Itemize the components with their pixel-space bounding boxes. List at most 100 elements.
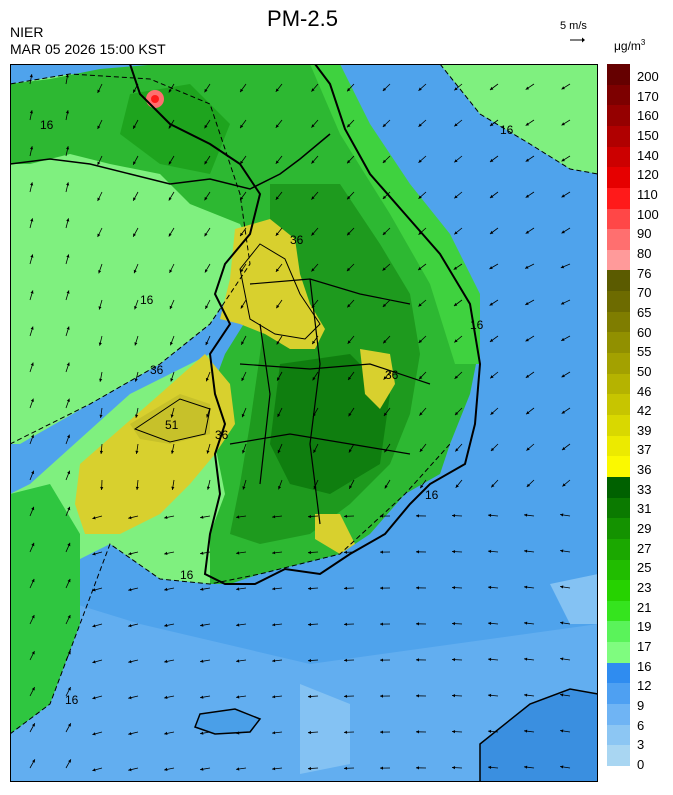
- wind-arrow-head: [489, 302, 493, 306]
- wind-arrow-head: [416, 514, 419, 518]
- wind-arrow-head: [380, 766, 383, 770]
- wind-arrow-head: [488, 513, 492, 517]
- legend-tick-label: 60: [637, 324, 652, 340]
- wind-arrow-head: [236, 731, 240, 735]
- wind-arrow-head: [380, 658, 383, 662]
- wind-arrow-head: [66, 146, 70, 150]
- wind-arrow-head: [524, 729, 528, 733]
- wind-arrow-head: [164, 551, 168, 555]
- north-dark-area: [120, 84, 230, 174]
- legend-swatch: [607, 311, 630, 333]
- wind-arrow-head: [240, 305, 244, 309]
- wind-arrow-head: [272, 515, 276, 519]
- wind-arrow-head: [344, 550, 348, 554]
- wind-arrow-head: [98, 270, 102, 274]
- wind-arrow-head: [236, 659, 240, 663]
- hotspot-north-red-core: [151, 95, 159, 103]
- wind-arrow-head: [489, 266, 493, 269]
- wind-arrow-head: [206, 486, 210, 490]
- wind-arrow-head: [344, 730, 348, 734]
- wind-arrow-head: [490, 411, 494, 415]
- wind-arrow-head: [488, 765, 492, 769]
- wind-arrow-head: [204, 160, 208, 165]
- wind-arrow-head: [455, 411, 459, 416]
- wind-reference-arrow-icon: [570, 37, 585, 43]
- wind-arrow-head: [560, 265, 565, 269]
- wind-arrow-head: [418, 195, 422, 199]
- legend-swatch: [607, 415, 630, 437]
- wind-arrow-head: [200, 659, 204, 663]
- korea-coastline: [129, 64, 482, 585]
- legend-tick-label: 3: [637, 737, 645, 753]
- wind-arrow-head: [135, 414, 139, 418]
- wind-arrow-head: [420, 484, 424, 489]
- wind-arrows: [29, 74, 571, 772]
- wind-arrow-head: [168, 161, 172, 165]
- wind-arrow-head: [164, 515, 168, 519]
- wind-arrow-head: [311, 88, 315, 92]
- wind-arrow-head: [490, 194, 494, 198]
- legend-tick-label: 33: [637, 481, 652, 497]
- wind-arrow-head: [200, 515, 204, 519]
- legend-swatch: [607, 724, 630, 746]
- light-sea-patch: [300, 684, 350, 774]
- legend-tick-label: 65: [637, 304, 652, 320]
- wind-arrow-head: [97, 125, 101, 129]
- map-title: PM-2.5: [267, 6, 338, 31]
- wind-arrow-head: [204, 269, 208, 273]
- wind-arrow-head: [562, 483, 566, 487]
- wind-arrow-head: [311, 124, 315, 128]
- wind-arrow-head: [384, 485, 388, 489]
- wind-arrow-head: [452, 550, 456, 554]
- wind-arrow-head: [164, 587, 168, 591]
- legend-tick-label: 140: [637, 147, 659, 163]
- legend-tick-label: 29: [637, 521, 652, 537]
- legend-tick-label: 100: [637, 206, 659, 222]
- wind-arrow-head: [133, 161, 136, 165]
- wind-arrow-head: [67, 470, 71, 475]
- wind-arrow-head: [240, 196, 244, 201]
- wind-arrow-head: [308, 586, 312, 591]
- legend-swatch: [607, 125, 630, 148]
- wind-arrow-head: [525, 230, 530, 234]
- wind-arrow-head: [308, 550, 312, 555]
- wind-arrow-head: [30, 182, 34, 186]
- wind-arrow-head: [418, 123, 422, 127]
- wind-arrow-head: [347, 88, 351, 92]
- wind-arrow-head: [134, 378, 138, 382]
- wind-arrow-head: [171, 486, 175, 490]
- wind-arrow-head: [348, 449, 352, 453]
- contour-label: 16: [40, 118, 54, 132]
- wind-arrow-head: [488, 621, 492, 625]
- wind-arrow-head: [490, 158, 494, 162]
- map-frame: [10, 64, 598, 782]
- legend-swatch: [607, 662, 630, 684]
- wind-arrow-head: [92, 588, 96, 592]
- wind-arrow-head: [164, 659, 168, 663]
- wind-arrow-head: [454, 87, 458, 91]
- wind-arrow-head: [97, 89, 101, 93]
- wind-arrow-head: [382, 195, 387, 199]
- wind-arrow-head: [92, 624, 96, 628]
- wind-arrow-head: [236, 587, 240, 591]
- wind-arrow-head: [169, 269, 173, 273]
- hotspot-west-sea-core: [130, 394, 210, 444]
- wind-arrow-head: [524, 549, 528, 553]
- legend-swatch: [607, 291, 630, 313]
- legend-tick-label: 70: [637, 285, 652, 301]
- wind-arrow-head: [29, 74, 33, 78]
- wind-arrow-head: [380, 694, 383, 698]
- wind-arrow-head: [31, 470, 35, 475]
- wind-arrow-head: [242, 486, 246, 490]
- wind-arrow-head: [308, 658, 312, 663]
- wind-arrow-head: [67, 651, 71, 655]
- wind-arrow-head: [66, 218, 70, 222]
- wind-arrow-head: [66, 362, 70, 366]
- wind-arrow-head: [561, 230, 565, 234]
- wind-arrow-head: [240, 160, 244, 165]
- legend-swatch: [607, 476, 630, 499]
- wind-arrow-head: [92, 696, 96, 700]
- wind-arrow-head: [380, 622, 383, 626]
- legend-swatch: [607, 187, 630, 210]
- wind-arrow-head: [236, 767, 240, 771]
